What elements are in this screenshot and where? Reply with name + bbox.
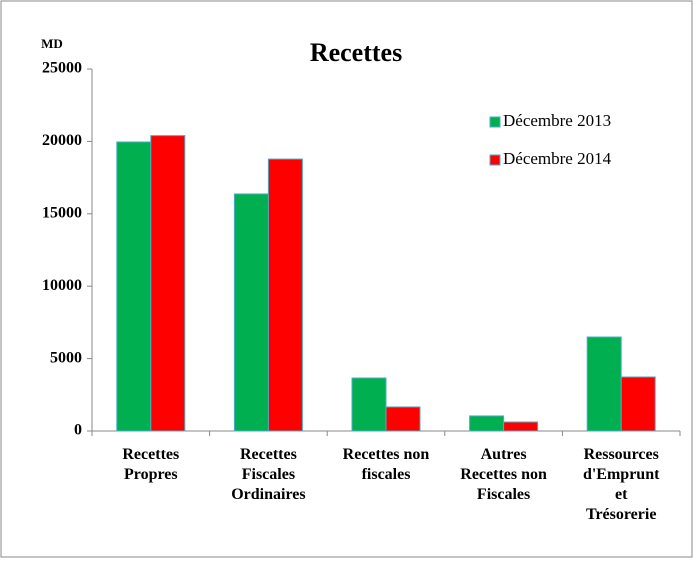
bar <box>385 406 421 432</box>
legend-swatch <box>489 116 501 128</box>
bar <box>116 141 152 432</box>
y-tick-label: 25000 <box>42 60 82 77</box>
y-tick-label: 10000 <box>42 277 82 294</box>
bar <box>351 377 387 432</box>
x-tick-label: Recettes Propres <box>122 446 179 483</box>
bar <box>150 135 186 432</box>
x-tick-label: Recettes non fiscales <box>343 446 430 483</box>
x-tick-label: Autres Recettes non Fiscales <box>460 446 547 503</box>
y-tick-label: 0 <box>74 422 82 439</box>
bar <box>586 336 622 432</box>
legend-label: Décembre 2013 <box>503 111 611 130</box>
legend-swatch <box>489 154 501 166</box>
x-tick-label: Recettes Fiscales Ordinaires <box>231 446 305 503</box>
bar <box>233 193 269 432</box>
x-tick-label: Ressources d'Emprunt et Trésorerie <box>583 446 660 523</box>
y-tick-label: 20000 <box>42 132 82 149</box>
y-axis-label: MD <box>41 36 63 51</box>
y-tick-label: 5000 <box>50 349 82 366</box>
bar <box>620 376 656 432</box>
legend-label: Décembre 2014 <box>503 149 612 168</box>
chart-title: Recettes <box>310 38 402 67</box>
bar <box>503 421 539 432</box>
y-tick-label: 15000 <box>42 204 82 221</box>
bar <box>469 415 505 432</box>
bar <box>267 158 303 432</box>
